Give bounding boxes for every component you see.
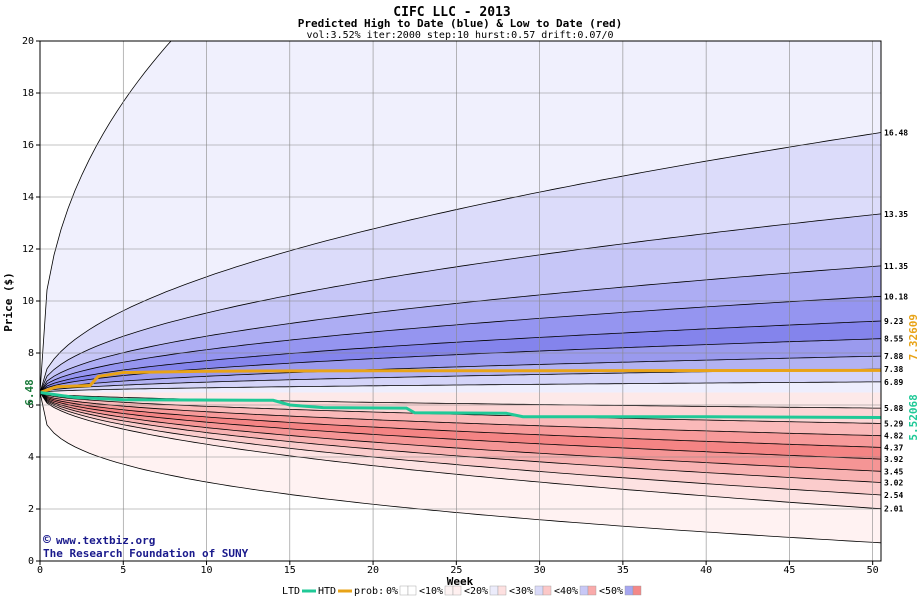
- chart-title: CIFC LLC - 2013: [393, 5, 510, 20]
- ltd-line: [39, 391, 882, 419]
- start-price-label: 6.48: [23, 379, 36, 406]
- credit-block: © www.textbiz.org The Research Foundatio…: [43, 533, 249, 560]
- x-tick-label: 45: [783, 565, 795, 576]
- y-tick-label: 6: [28, 400, 34, 411]
- y-tick-label: 2: [28, 504, 34, 515]
- end-label-7.88: 7.88: [884, 352, 903, 361]
- credit-org: The Research Foundation of SUNY: [43, 547, 249, 560]
- legend-item-label: <10%: [419, 586, 443, 597]
- legend-item-label: <50%: [599, 586, 623, 597]
- legend-item-swatch-blue: [489, 585, 499, 596]
- x-tick-label: 0: [37, 565, 43, 576]
- legend-htd-label: HTD: [318, 586, 336, 597]
- end-label-4.37: 4.37: [884, 443, 903, 452]
- x-tick-label: 30: [534, 565, 546, 576]
- end-label-10.18: 10.18: [884, 292, 908, 301]
- end-label-5.88: 5.88: [884, 404, 903, 413]
- legend-item-swatch-blue: [579, 585, 589, 596]
- high-curve-5: [40, 320, 881, 393]
- end-label-7.38: 7.38: [884, 365, 903, 374]
- x-tick-label: 50: [867, 565, 879, 576]
- legend-item-label: 0%: [386, 586, 398, 597]
- low-curve-2: [40, 392, 881, 496]
- legend-item-swatch-red: [497, 585, 507, 596]
- x-tick-label: 35: [617, 565, 629, 576]
- legend-item-swatch-red: [452, 585, 462, 596]
- end-label-16.48: 16.48: [884, 129, 908, 138]
- x-tick-label: 25: [450, 565, 462, 576]
- series-layer: [39, 368, 882, 419]
- end-label-8.55: 8.55: [884, 335, 903, 344]
- low-curve-0: [40, 392, 881, 544]
- low-curve-5: [40, 392, 881, 460]
- end-label-13.35: 13.35: [884, 210, 908, 219]
- end-label-5.29: 5.29: [884, 419, 903, 428]
- legend-item-swatch-blue: [444, 585, 454, 596]
- low-curve-6: [40, 392, 881, 448]
- high-curve-2: [40, 213, 881, 393]
- end-label-4.82: 4.82: [884, 432, 903, 441]
- legend-item-label: <20%: [464, 586, 488, 597]
- legend-item-swatch-blue: [534, 585, 544, 596]
- end-label-3.02: 3.02: [884, 478, 903, 487]
- x-tick-label: 5: [120, 565, 126, 576]
- end-label-9.23: 9.23: [884, 317, 903, 326]
- legend-item-swatch-red: [407, 585, 417, 596]
- low-curve-7: [40, 392, 881, 437]
- legend-item-swatch-red: [587, 585, 597, 596]
- high-band-9: [40, 381, 881, 393]
- legend-prob-label: prob:: [354, 586, 384, 597]
- y-axis-label: Price ($): [2, 272, 15, 332]
- x-tick-label: 10: [201, 565, 213, 576]
- chart-params: vol:3.52% iter:2000 step:10 hurst:0.57 d…: [306, 30, 613, 41]
- htd-line: [39, 368, 882, 394]
- y-tick-label: 12: [22, 244, 34, 255]
- high-curve-3: [40, 265, 881, 393]
- end-label-3.92: 3.92: [884, 455, 903, 464]
- x-axis-label: Week: [447, 575, 474, 588]
- end-label-11.35: 11.35: [884, 262, 908, 271]
- y-tick-label: 4: [28, 452, 34, 463]
- legend-item-label: <30%: [509, 586, 533, 597]
- legend-item-swatch-red: [632, 585, 642, 596]
- end-label-2.01: 2.01: [884, 505, 903, 514]
- y-tick-label: 18: [22, 88, 34, 99]
- end-label-3.45: 3.45: [884, 467, 903, 476]
- legend-item-swatch-blue: [624, 585, 634, 596]
- y-tick-label: 16: [22, 140, 34, 151]
- bands: [40, 41, 881, 544]
- y-tick-label: 0: [28, 556, 34, 567]
- ltd-end-value: 5.52068: [907, 394, 920, 440]
- high-curve-9: [40, 381, 881, 393]
- legend-item-swatch-red: [542, 585, 552, 596]
- htd-end-value: 7.32609: [907, 314, 920, 360]
- low-band-9: [40, 392, 881, 409]
- low-curve-4: [40, 392, 881, 472]
- plot-area: [40, 41, 881, 561]
- x-tick-label: 40: [700, 565, 712, 576]
- low-curve-3: [40, 392, 881, 483]
- end-label-2.54: 2.54: [884, 491, 903, 500]
- x-tick-label: 15: [284, 565, 296, 576]
- high-curve-7: [40, 355, 881, 393]
- y-tick-label: 8: [28, 348, 34, 359]
- credit-url: www.textbiz.org: [56, 534, 155, 547]
- y-tick-label: 20: [22, 36, 34, 47]
- legend-item-swatch-blue: [399, 585, 409, 596]
- low-curve-1: [40, 392, 881, 510]
- y-tick-label: 14: [22, 192, 34, 203]
- x-tick-label: 20: [367, 565, 379, 576]
- copyright-symbol: ©: [43, 533, 51, 548]
- legend-item-label: <40%: [554, 586, 578, 597]
- legend: LTD HTD prob: 0% <10% <20% <30% <40% <50%: [282, 585, 642, 597]
- end-label-6.89: 6.89: [884, 378, 903, 387]
- chart-subtitle: Predicted High to Date (blue) & Low to D…: [298, 17, 623, 30]
- y-tick-label: 10: [22, 296, 34, 307]
- legend-ltd-label: LTD: [282, 586, 300, 597]
- high-curve-1: [40, 132, 881, 393]
- end-labels: 6.48 16.48 13.35 11.35 10.18 9.23 8.55 7.88 7.38…: [23, 129, 920, 514]
- axes: 0 5 10 15 20 25 30 35 40 45 50 0 2 4 6 8 10 12 14 16 18 20: [22, 36, 882, 576]
